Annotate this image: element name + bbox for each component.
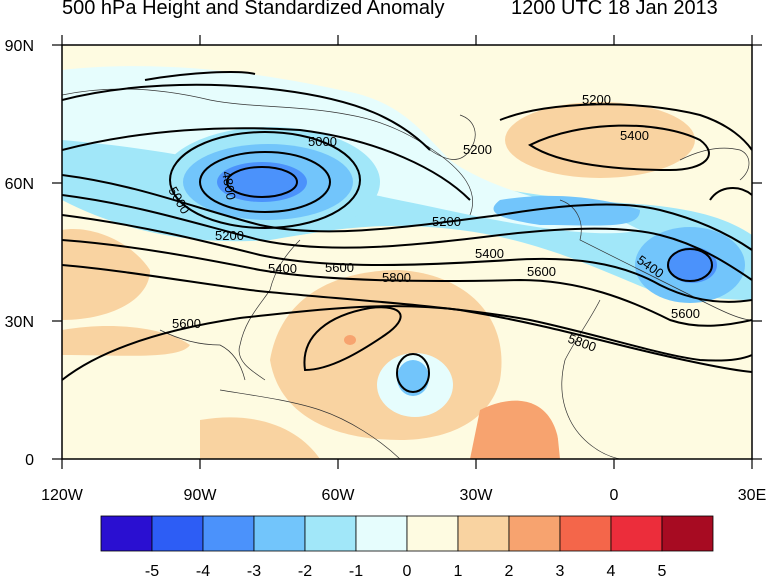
gulf-coast [159, 329, 246, 381]
contour-label: 5000 [308, 134, 337, 149]
colorbar-swatch [406, 515, 459, 552]
contour-line [667, 248, 713, 282]
us-warm-anomaly [62, 229, 150, 320]
longitude-labels: 120W 90W 60W 30W 0 30E [41, 487, 766, 504]
colorbar-swatch [559, 515, 612, 552]
subtropical-cool-core [397, 360, 429, 396]
colorbar-label: 0 [403, 563, 412, 577]
colorbar-label: 3 [556, 563, 565, 577]
colorbar-swatch [253, 515, 306, 552]
contour-label: 4800 [219, 170, 239, 201]
contour-line [499, 103, 752, 151]
south-warm-anomaly [200, 417, 320, 459]
scandinavia-coast [679, 147, 750, 181]
contour-line [62, 83, 431, 151]
lon-label-30w: 30W [460, 487, 494, 504]
colorbar-label: 4 [607, 563, 616, 577]
colorbar-label: 1 [454, 563, 463, 577]
gulf-warm-anomaly [62, 325, 190, 356]
iceland-warm-anomaly [505, 102, 695, 178]
contour-label: 5600 [527, 264, 556, 279]
mediterranean-cool-core [667, 247, 717, 283]
map-valid-time: 1200 UTC 18 Jan 2013 [511, 0, 718, 19]
colorbar-swatch [355, 515, 408, 552]
colorbar-label: -5 [145, 563, 159, 577]
contour-label: 5400 [268, 261, 297, 276]
contour-line [396, 353, 430, 393]
coastlines [62, 88, 752, 459]
lon-label-0: 0 [610, 487, 619, 504]
labrador-strong-core [217, 162, 307, 202]
atlantic-cool-strip [493, 195, 640, 226]
europe-coast [559, 199, 752, 321]
lon-label-120w: 120W [41, 487, 84, 504]
contour-line [169, 131, 361, 229]
map-title: 500 hPa Height and Standardized Anomaly [62, 0, 445, 19]
contour-line [62, 305, 752, 381]
contour-label: 5400 [475, 246, 504, 261]
lon-label-60w: 60W [322, 487, 356, 504]
colorbar-label: -1 [349, 563, 363, 577]
height-contours [62, 71, 752, 393]
lon-label-30e: 30E [738, 487, 766, 504]
west-africa-warm-anomaly [470, 400, 560, 459]
colorbar-swatch [202, 515, 255, 552]
colorbar-swatch [151, 515, 204, 552]
contour-label: 5200 [463, 142, 492, 157]
contour-line [62, 194, 752, 281]
contour-label: 5600 [325, 260, 354, 275]
contour-label: 5600 [172, 316, 201, 331]
africa-neutral [550, 360, 752, 459]
contour-line [62, 239, 752, 327]
colorbar-swatch [661, 515, 714, 552]
lat-label-90n: 90N [5, 38, 34, 55]
colorbar-label: 2 [505, 563, 514, 577]
greenland-coast [429, 114, 476, 160]
contour-label: 5200 [582, 92, 611, 107]
africa-coast [561, 299, 621, 459]
contour-labels: 5000 5000 5200 5200 5200 5200 5400 5400 … [165, 92, 700, 355]
colorbar-label: -4 [196, 563, 210, 577]
lat-label-30n: 30N [5, 314, 34, 331]
contour-line [528, 124, 710, 172]
axis-ticks [52, 35, 762, 469]
colorbar: -5 -4 -3 -2 -1 0 1 2 3 4 5 [100, 515, 714, 577]
colorbar-label: 5 [658, 563, 667, 577]
map-frame [61, 44, 753, 460]
us-east-coast [238, 239, 301, 381]
contour-line [144, 71, 256, 81]
arctic-coast [62, 88, 473, 216]
lat-label-0: 0 [25, 452, 34, 469]
small-warm-spot [344, 335, 356, 345]
contour-label: 5400 [620, 128, 649, 143]
latitude-labels: 90N 60N 30N 0 [5, 38, 34, 469]
colorbar-swatch [100, 515, 153, 552]
colorbar-label: -3 [247, 563, 261, 577]
contour-label: 5800 [382, 270, 411, 285]
contour-label: 5600 [671, 306, 700, 321]
colorbar-swatch [457, 515, 510, 552]
contour-label: 5200 [215, 228, 244, 243]
contour-line [226, 166, 298, 198]
south-america-coast [219, 389, 401, 459]
colorbar-label: -2 [298, 563, 312, 577]
contour-line [709, 187, 752, 201]
contour-line [303, 306, 402, 372]
colorbar-swatch [610, 515, 663, 552]
colorbar-swatch [508, 515, 561, 552]
contour-line [199, 151, 331, 213]
contour-label: 5200 [432, 214, 461, 229]
lon-label-90w: 90W [184, 487, 218, 504]
contour-line [62, 214, 752, 303]
colorbar-swatch [304, 515, 357, 552]
lat-label-60n: 60N [5, 176, 34, 193]
contour-line [62, 127, 471, 201]
contour-line [62, 174, 752, 251]
